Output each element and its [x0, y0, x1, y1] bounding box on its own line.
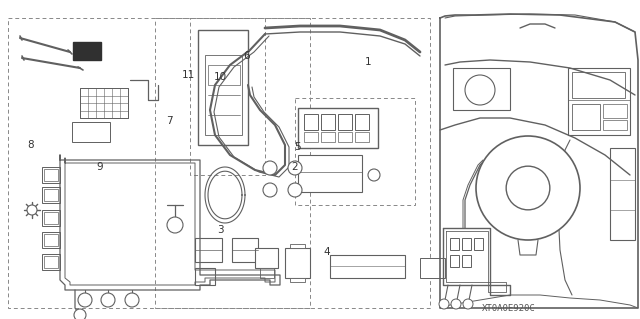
Text: 2: 2	[291, 162, 298, 173]
Bar	[572, 104, 600, 130]
Bar	[603, 120, 627, 130]
Bar	[572, 72, 625, 98]
Bar	[462, 255, 471, 267]
Text: 11: 11	[182, 70, 195, 80]
Circle shape	[451, 299, 461, 309]
Circle shape	[263, 161, 277, 175]
Bar	[155, 18, 430, 308]
Bar	[44, 189, 58, 201]
Circle shape	[465, 75, 495, 105]
Bar	[8, 18, 310, 308]
Bar	[42, 210, 60, 226]
Bar	[338, 132, 352, 142]
Circle shape	[506, 166, 550, 210]
Bar	[290, 244, 305, 248]
Bar	[42, 187, 60, 203]
Bar	[73, 42, 101, 60]
Text: XT0A0E920C: XT0A0E920C	[482, 304, 536, 313]
Bar	[298, 108, 378, 148]
Circle shape	[125, 293, 139, 307]
Bar	[42, 232, 60, 248]
Text: 10: 10	[214, 71, 227, 82]
Bar	[290, 278, 305, 282]
Bar	[205, 55, 242, 135]
Bar	[255, 248, 278, 268]
Bar	[355, 114, 369, 130]
Bar	[453, 68, 510, 110]
Circle shape	[463, 299, 473, 309]
Circle shape	[167, 217, 183, 233]
Bar	[44, 169, 58, 181]
Bar	[330, 255, 405, 278]
Bar	[44, 256, 58, 268]
Circle shape	[101, 293, 115, 307]
Circle shape	[78, 293, 92, 307]
Bar	[450, 238, 459, 250]
Bar	[195, 238, 222, 262]
Bar	[474, 238, 483, 250]
Bar	[338, 114, 352, 130]
Circle shape	[27, 205, 37, 215]
Bar	[198, 30, 248, 145]
Bar	[44, 234, 58, 246]
Bar	[208, 65, 240, 85]
Bar	[72, 122, 110, 142]
Bar	[420, 258, 445, 278]
Bar	[285, 248, 310, 278]
Bar	[80, 88, 128, 118]
Bar	[321, 132, 335, 142]
Bar	[190, 18, 265, 175]
Bar	[304, 114, 318, 130]
Text: 9: 9	[96, 162, 102, 173]
Circle shape	[439, 299, 449, 309]
Text: 5: 5	[294, 142, 301, 152]
Bar	[355, 132, 369, 142]
Bar	[450, 255, 459, 267]
Bar	[42, 254, 60, 270]
Bar	[603, 104, 627, 118]
Text: 3: 3	[218, 225, 224, 235]
Text: 4: 4	[323, 247, 330, 257]
Bar	[304, 132, 318, 142]
Bar	[610, 148, 635, 240]
Circle shape	[288, 183, 302, 197]
Bar	[462, 238, 471, 250]
Text: 8: 8	[28, 140, 34, 150]
Text: 6: 6	[243, 51, 250, 61]
Bar	[321, 114, 335, 130]
Text: 7: 7	[166, 116, 173, 126]
Bar	[42, 167, 60, 183]
Bar	[260, 268, 274, 278]
Bar	[298, 155, 362, 192]
Circle shape	[368, 169, 380, 181]
Circle shape	[288, 161, 302, 175]
Circle shape	[74, 309, 86, 319]
Text: 1: 1	[365, 57, 371, 67]
Bar	[232, 238, 258, 262]
Bar	[568, 68, 630, 135]
Bar	[295, 98, 415, 205]
Circle shape	[263, 183, 277, 197]
Bar	[44, 212, 58, 224]
Bar	[195, 268, 215, 285]
Circle shape	[476, 136, 580, 240]
